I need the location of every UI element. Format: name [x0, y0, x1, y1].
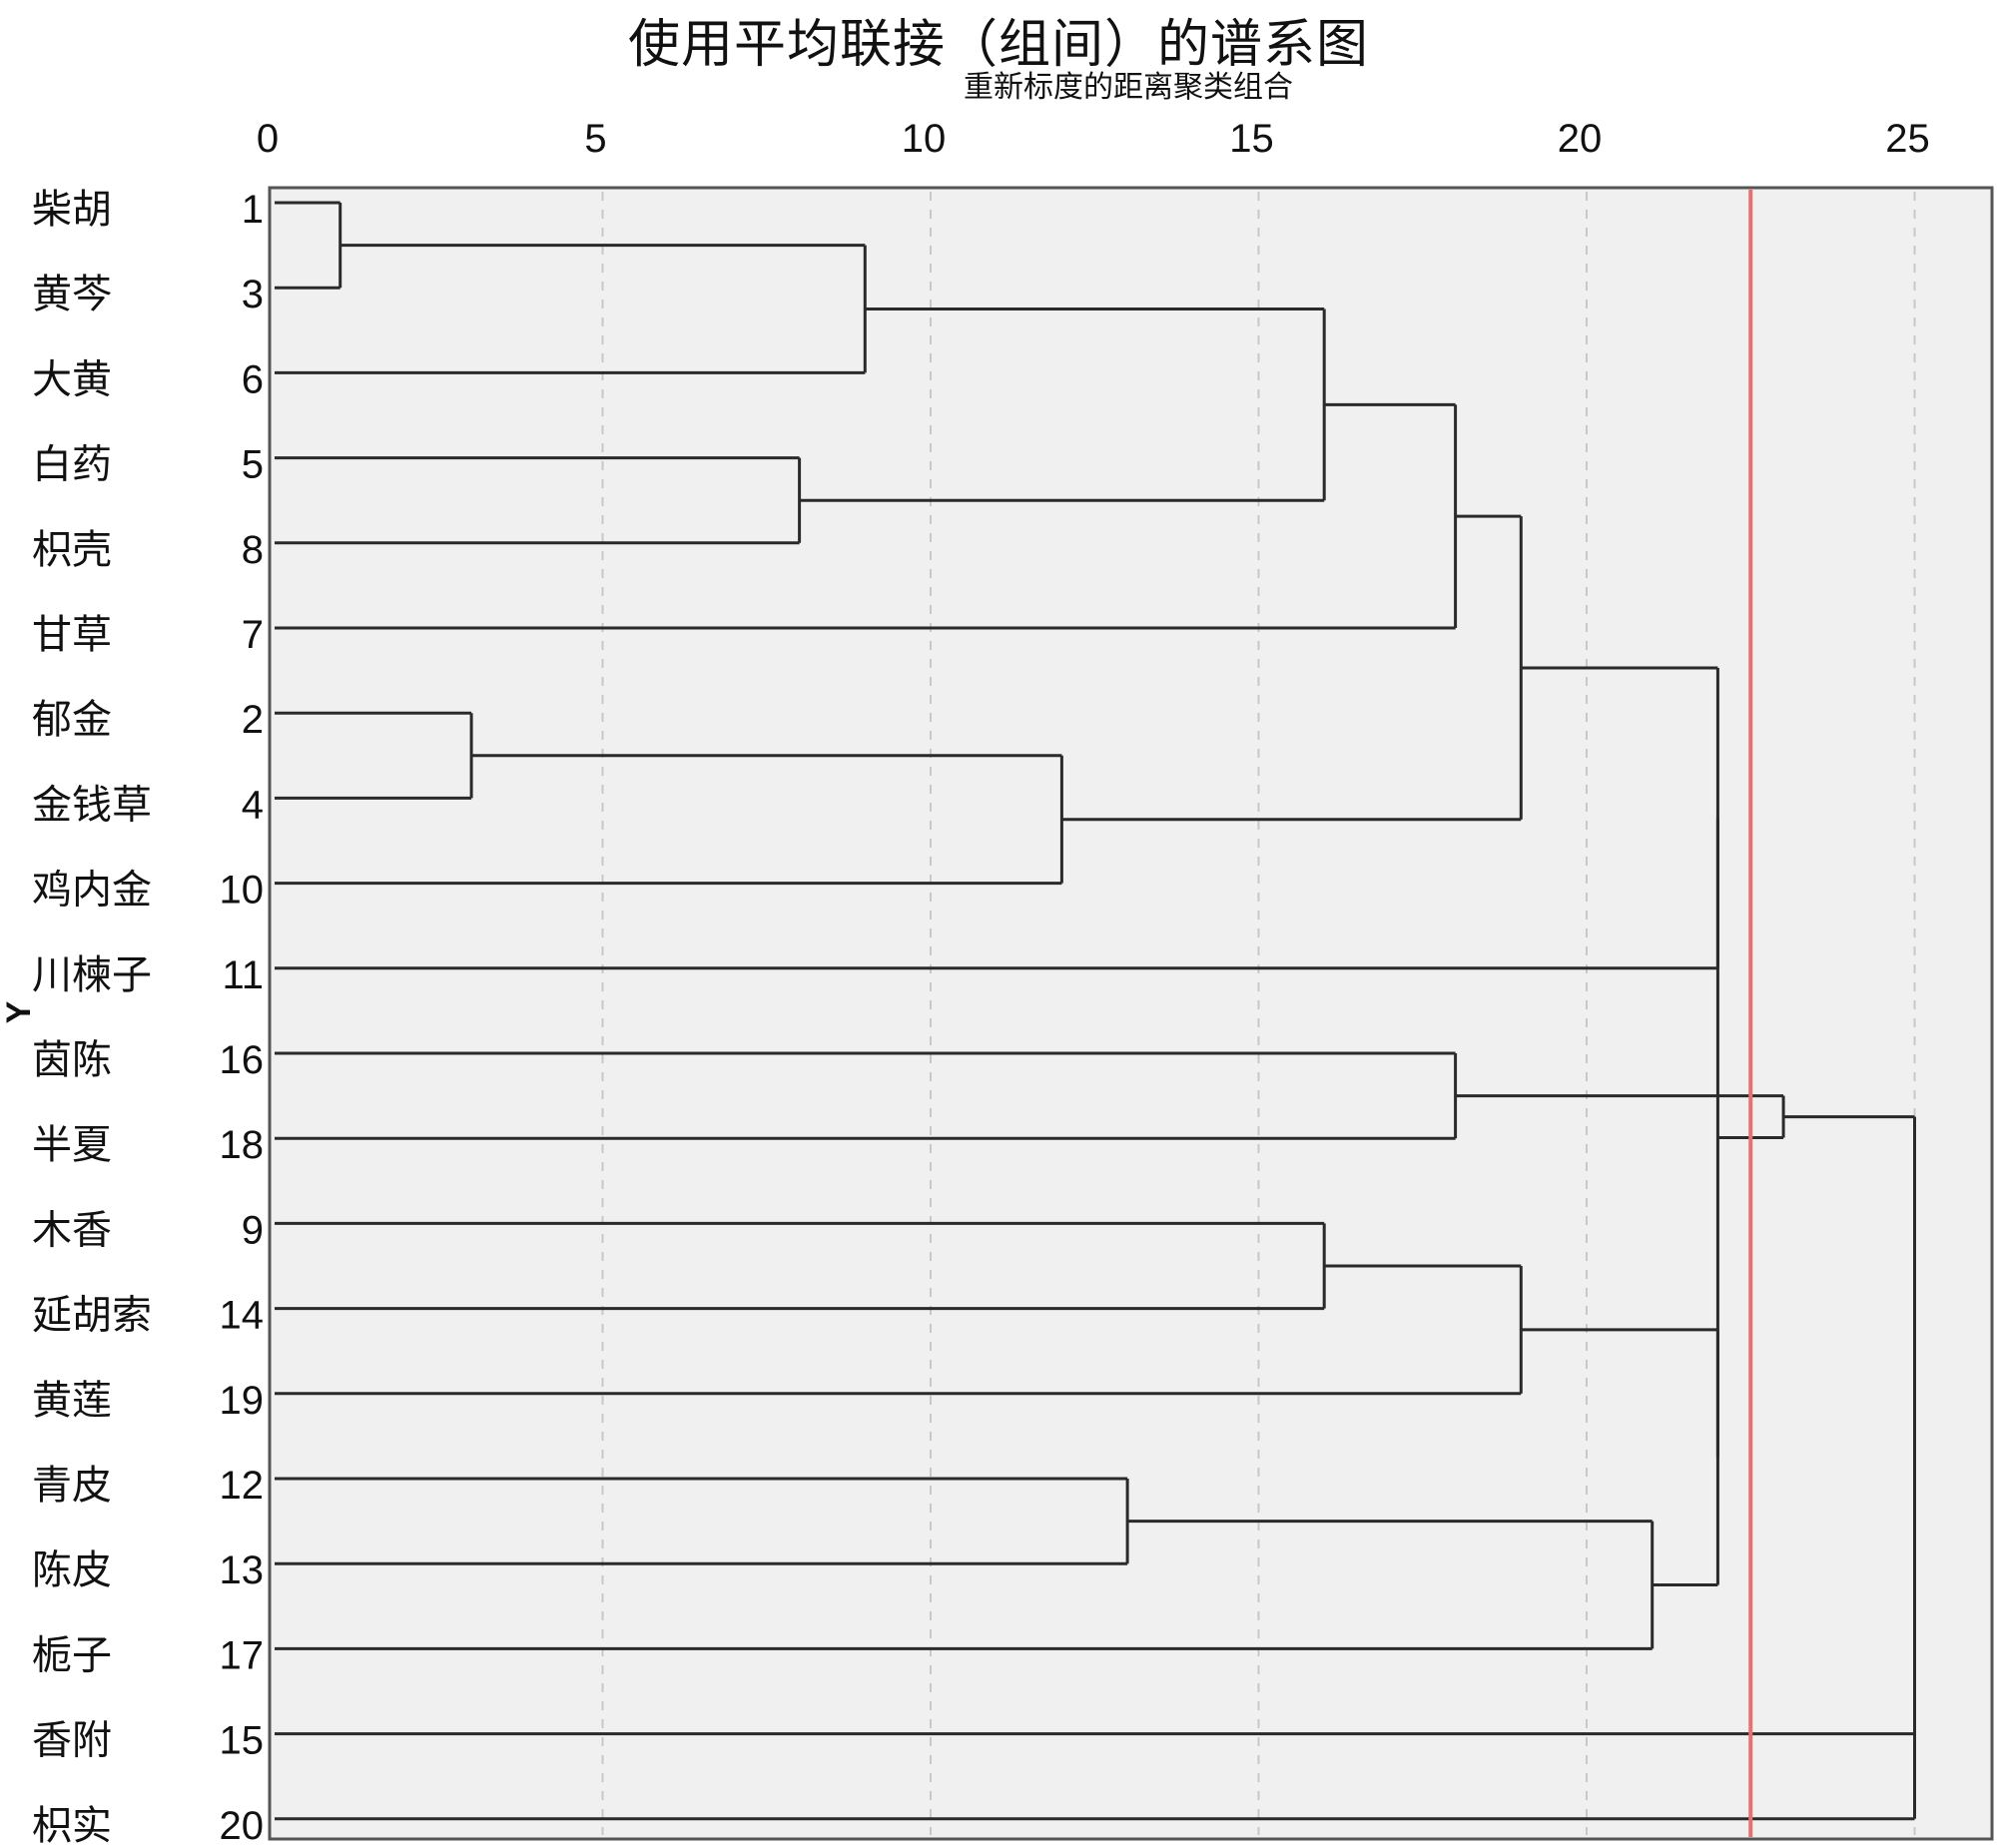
leaf-number: 20 [220, 1804, 265, 1848]
leaf-number: 6 [242, 357, 264, 401]
dendrogram-links [275, 201, 1916, 1821]
x-tick-label: 15 [1229, 117, 1274, 161]
leaf-name: 陈皮 [32, 1547, 112, 1593]
plot-layer [268, 186, 1994, 1841]
leaf-number: 16 [220, 1038, 265, 1082]
y-axis-label-layer: Y [0, 1000, 38, 1023]
leaf-number: 13 [220, 1548, 265, 1592]
leaf-name: 茵陈 [32, 1037, 112, 1083]
leaf-number: 1 [242, 188, 264, 232]
leaf-number: 15 [220, 1719, 265, 1763]
leaf-number: 18 [220, 1123, 265, 1167]
leaf-name: 木香 [32, 1207, 112, 1253]
leaf-number: 19 [220, 1379, 265, 1423]
leaf-number: 14 [220, 1294, 265, 1338]
leaf-name: 半夏 [32, 1122, 112, 1168]
leaf-name: 栀子 [32, 1632, 112, 1678]
leaf-number: 3 [242, 273, 264, 316]
leaf-name: 枳壳 [32, 527, 112, 573]
leaf-name: 延胡索 [32, 1293, 152, 1339]
leaf-name: 枳实 [32, 1803, 112, 1848]
leaf-number: 10 [220, 869, 265, 913]
x-axis-ticks: 0 5 10 15 20 25 [257, 117, 1930, 161]
y-axis-label: Y [0, 1000, 38, 1023]
leaf-name: 川楝子 [32, 952, 152, 998]
chart-title: 使用平均联接（组间）的谱系图 [627, 15, 1369, 75]
leaf-number: 4 [242, 783, 264, 827]
leaf-name: 青皮 [32, 1463, 112, 1509]
leaf-number: 12 [220, 1464, 265, 1508]
leaf-labels: 柴胡 1 黄芩 3 大黄 6 白药 5 枳壳 8 甘草 7 郁金 2 金钱草 4 鸡内金 10 川楝子 11 茵陈 16 半… [32, 187, 264, 1848]
x-tick-label: 10 [902, 117, 947, 161]
leaf-number: 8 [242, 528, 264, 572]
leaf-number: 7 [242, 613, 264, 657]
leaf-name: 郁金 [32, 697, 112, 743]
leaf-number: 2 [242, 698, 264, 742]
leaf-number: 11 [222, 953, 264, 997]
leaf-name: 香附 [32, 1718, 112, 1764]
leaf-number: 9 [242, 1208, 264, 1252]
leaf-name: 大黄 [32, 356, 112, 402]
plot-area [268, 186, 1994, 1841]
chart-subtitle: 重新标度的距离聚类组合 [964, 70, 1293, 105]
leaf-name: 黄莲 [32, 1378, 112, 1424]
x-tick-label: 20 [1558, 117, 1603, 161]
x-tick-label: 5 [584, 117, 606, 161]
leaf-number: 5 [242, 443, 264, 487]
leaf-number: 17 [220, 1633, 265, 1677]
leaf-name: 甘草 [32, 612, 112, 658]
leaf-name: 白药 [32, 442, 112, 488]
leaf-name: 金钱草 [32, 782, 152, 828]
leaf-name: 柴胡 [32, 187, 112, 233]
x-tick-label: 25 [1885, 117, 1930, 161]
x-tick-label: 0 [257, 117, 279, 161]
leaf-name: 鸡内金 [32, 868, 152, 914]
leaf-name: 黄芩 [32, 272, 112, 317]
